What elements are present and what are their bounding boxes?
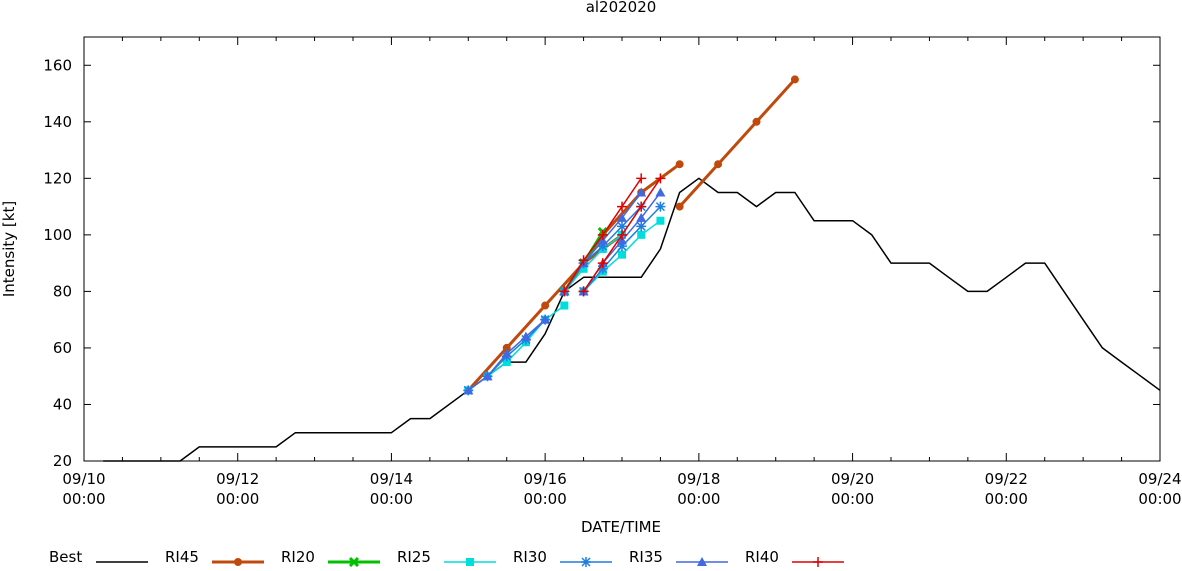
series-layer — [103, 75, 1161, 462]
y-tick-label: 100 — [43, 226, 72, 244]
legend-label-best: Best — [49, 548, 82, 566]
chart-title: al202020 — [586, 0, 657, 16]
ri35-point — [463, 385, 474, 395]
ri25-point — [502, 358, 511, 367]
ri40-point — [597, 258, 608, 269]
ri45-point — [790, 75, 799, 84]
x-tick-label-date: 09/24 — [1138, 470, 1181, 488]
x-tick-label-time: 00:00 — [1138, 490, 1181, 508]
legend-label-ri35: RI35 — [629, 548, 663, 566]
ri35-point — [520, 331, 531, 341]
legend-marker-ri25 — [466, 558, 474, 566]
x-axis-label: DATE/TIME — [581, 518, 661, 536]
x-tick-label-date: 09/12 — [216, 470, 259, 488]
x-tick-label-time: 00:00 — [524, 490, 567, 508]
series-best — [103, 177, 1161, 462]
x-tick-label-date: 09/10 — [62, 470, 105, 488]
ri40-point — [597, 229, 608, 240]
legend-label-ri45: RI45 — [165, 548, 199, 566]
ri30-point — [617, 241, 627, 252]
series-ri30 — [463, 201, 666, 396]
ri45-point — [675, 160, 684, 169]
ri35-point — [617, 235, 627, 245]
ri35-point — [482, 371, 493, 381]
x-tick-label-time: 00:00 — [677, 490, 720, 508]
ri25-point — [560, 301, 569, 310]
legend: Best RI45 RI20 RI25 RI30 RI35 RI40 — [49, 548, 844, 568]
x-tick-label-time: 00:00 — [831, 490, 874, 508]
ri30-point — [655, 201, 666, 212]
ri45-line — [467, 233, 623, 392]
y-tick-label: 60 — [53, 339, 72, 357]
legend-marker-ri40 — [813, 557, 823, 567]
ri40-point — [578, 255, 589, 266]
y-axis-label: Intensity [kt] — [0, 201, 18, 297]
ri45-point — [714, 160, 723, 169]
ri35-point — [617, 212, 627, 222]
legend-label-ri20: RI20 — [281, 548, 315, 566]
ri25-point — [579, 264, 588, 273]
ri35-point — [636, 187, 647, 197]
legend-label-ri30: RI30 — [513, 548, 547, 566]
ri45-point — [675, 202, 684, 211]
ri30-point — [636, 221, 647, 232]
ri40-point — [636, 173, 647, 184]
axes-ticks — [83, 37, 1161, 462]
ri40-point — [636, 201, 647, 212]
x-tick-label-time: 00:00 — [216, 490, 259, 508]
ri25-point — [637, 230, 646, 239]
y-tick-label: 120 — [43, 169, 72, 187]
x-tick-label-date: 09/20 — [831, 470, 874, 488]
ri30-point — [597, 241, 608, 252]
ri45-point — [752, 117, 761, 126]
ri35-point — [540, 314, 551, 324]
ri35-point — [501, 348, 512, 358]
legend-label-ri40: RI40 — [745, 548, 779, 566]
y-tick-label: 140 — [43, 113, 72, 131]
best-line — [103, 177, 1161, 462]
legend-label-ri25: RI25 — [397, 548, 431, 566]
x-tick-label-time: 00:00 — [370, 490, 413, 508]
legend-marker-ri35 — [697, 557, 707, 566]
legend-marker-ri45 — [234, 558, 242, 566]
ri40-point — [578, 286, 589, 297]
legend-marker-ri30 — [581, 557, 591, 567]
x-tick-label-time: 00:00 — [985, 490, 1028, 508]
ri35-point — [655, 187, 666, 197]
ri30-point — [617, 221, 627, 232]
ri25-line — [563, 234, 623, 292]
ri40-point — [559, 286, 570, 297]
legend-marker-ri20 — [348, 556, 360, 568]
ri45-point — [541, 301, 550, 310]
x-tick-label-date: 09/14 — [370, 470, 413, 488]
x-tick-label-date: 09/18 — [677, 470, 720, 488]
x-tick-label-time: 00:00 — [62, 490, 105, 508]
plot-frame — [83, 36, 1161, 462]
x-tick-label-date: 09/16 — [524, 470, 567, 488]
ri30-point — [597, 263, 608, 274]
ri40-point — [617, 229, 627, 240]
y-tick-label: 40 — [53, 395, 72, 413]
tick-labels: 20 40 60 80 100 120 140 160 09/10 00:00 09/12 00:00… — [43, 56, 1181, 508]
series-ri40 — [559, 173, 666, 297]
ri40-point — [617, 201, 627, 212]
ri40-point — [655, 173, 666, 184]
x-tick-label-date: 09/22 — [985, 470, 1028, 488]
y-tick-label: 80 — [53, 282, 72, 300]
y-tick-label: 20 — [53, 452, 72, 470]
ri45-point — [502, 343, 511, 352]
ri45-line — [678, 78, 797, 208]
ri25-point — [618, 250, 626, 259]
ri25-point — [656, 216, 665, 225]
y-tick-label: 160 — [43, 56, 72, 74]
ri35-point — [597, 235, 608, 245]
ri35-point — [636, 212, 647, 222]
